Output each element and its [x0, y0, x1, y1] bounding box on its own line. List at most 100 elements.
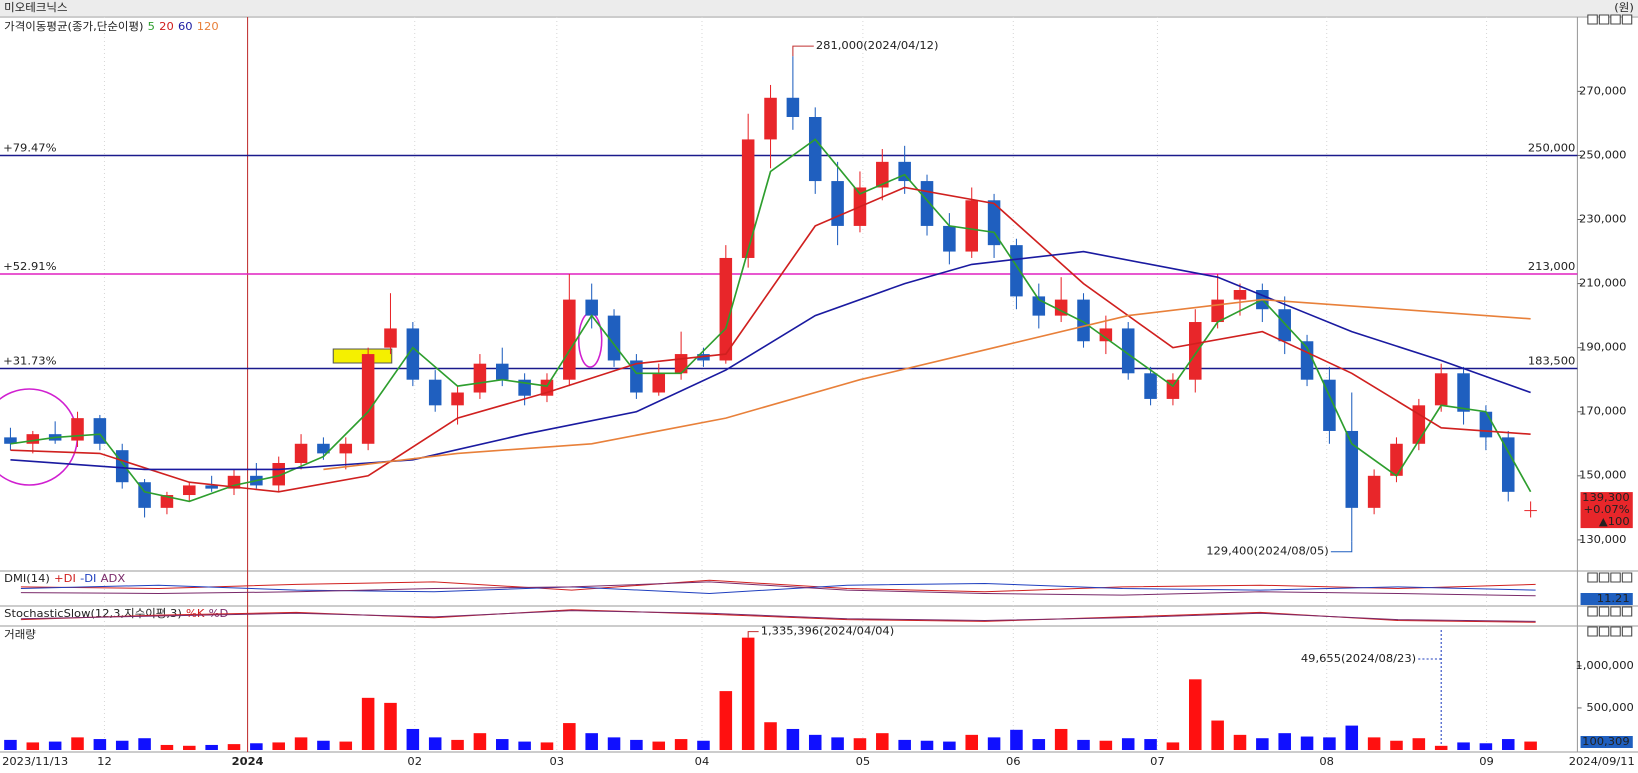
panel-icon[interactable] — [1610, 626, 1621, 637]
volume-bar — [1479, 743, 1493, 750]
moving-average — [10, 186, 1531, 493]
volume-bar — [93, 739, 107, 750]
volume-bar — [205, 744, 218, 750]
legend-entry: %K — [186, 607, 205, 620]
volume-bar — [4, 739, 17, 750]
candle-body — [674, 354, 688, 374]
candle-body — [473, 363, 487, 393]
candle-body — [451, 392, 464, 406]
last-value-box — [1580, 593, 1633, 605]
unit-label: (원) — [1614, 0, 1634, 14]
legend-entry: 5 — [148, 20, 155, 33]
volume-bar — [272, 742, 285, 750]
x-tick-label: 04 — [695, 755, 710, 768]
annotation-label: 281,000(2024/04/12) — [816, 39, 939, 52]
volume-bar — [1323, 737, 1336, 750]
y-tick-label: 1,000,000 — [1575, 659, 1633, 672]
volume-bar — [920, 740, 934, 750]
candle-body — [384, 328, 397, 348]
legend: 가격이동평균(종가,단순이평) 5 20 60 120 — [4, 19, 218, 33]
volume-bar — [1211, 720, 1224, 750]
candle-body — [876, 161, 889, 188]
candle-body — [585, 299, 598, 316]
volume-bar — [719, 691, 733, 750]
stock-name: 미오테크닉스 — [4, 1, 67, 14]
candle-body — [317, 443, 330, 454]
legend-title: DMI(14) — [4, 572, 50, 585]
volume-bar — [317, 740, 330, 750]
candle-body — [965, 200, 978, 252]
annotation-leader — [1330, 541, 1353, 553]
candle-body — [1367, 475, 1381, 508]
volume-bar — [227, 744, 241, 750]
volume-bar — [674, 739, 688, 750]
panel-icon[interactable] — [1598, 606, 1610, 617]
volume-bar — [1390, 740, 1403, 750]
legend-entry: 120 — [197, 20, 219, 33]
volume-bar — [115, 740, 129, 750]
candle-body — [205, 485, 218, 489]
candle-body — [1501, 437, 1515, 492]
volume-bar — [71, 737, 84, 750]
volume-bar — [1300, 736, 1314, 750]
candle-body — [183, 485, 196, 496]
legend: DMI(14) +DI -DI ADX — [4, 572, 125, 585]
volume-bar — [876, 733, 889, 750]
volume-bar — [518, 741, 531, 750]
panel-icon[interactable] — [1587, 572, 1598, 583]
reference-change-label: +31.73% — [3, 355, 57, 368]
x-tick-label: 09 — [1479, 755, 1494, 768]
panel-icon[interactable] — [1598, 572, 1610, 583]
legend-title: StochasticSlow(12,3,지수이평,3) — [4, 607, 182, 620]
panel-icon[interactable] — [1610, 14, 1621, 25]
y-tick-label: 170,000 — [1579, 405, 1626, 418]
panel-icon[interactable] — [1621, 626, 1633, 637]
volume-bar — [741, 637, 755, 750]
candle-body — [495, 363, 509, 380]
volume-bar — [1032, 739, 1046, 750]
panel-icon[interactable] — [1598, 626, 1610, 637]
panel-icon[interactable] — [1621, 572, 1633, 583]
panel-icon[interactable] — [1587, 14, 1598, 25]
volume-bar — [1010, 729, 1023, 750]
indicator-line — [20, 579, 1536, 593]
candle-body — [1233, 289, 1247, 300]
panel-icon[interactable] — [1587, 626, 1598, 637]
candle-body — [26, 434, 40, 444]
candle-body — [719, 257, 733, 361]
volume-bar — [428, 737, 442, 750]
last-change: +0.07% — [1584, 503, 1630, 516]
y-tick-label: 130,000 — [1579, 533, 1626, 546]
volume-bar — [630, 739, 643, 750]
volume-bar — [965, 734, 978, 750]
y-tick-label: 250,000 — [1579, 149, 1626, 162]
panel-controls[interactable] — [1587, 14, 1633, 637]
panel-icon[interactable] — [1621, 606, 1633, 617]
panel-icon[interactable] — [1598, 14, 1610, 25]
x-tick-label: 05 — [856, 755, 871, 768]
volume-bar — [831, 737, 844, 750]
panel-icon[interactable] — [1610, 606, 1621, 617]
volume-bar — [607, 737, 621, 750]
reference-value-label: 250,000 — [1528, 142, 1575, 155]
candle-body — [1211, 299, 1224, 323]
panel-icon[interactable] — [1610, 572, 1621, 583]
volume-bar — [406, 728, 420, 750]
volume-bar — [898, 739, 911, 750]
y-tick-label: 150,000 — [1579, 469, 1626, 482]
panel-icon[interactable] — [1621, 14, 1633, 25]
volume-bar — [1077, 739, 1090, 750]
legend-entry: +DI — [54, 572, 76, 585]
x-tick-label: 2024 — [232, 755, 264, 768]
volume-bar — [987, 737, 1001, 750]
x-tick-label: 03 — [549, 755, 564, 768]
volume-bar — [361, 697, 375, 750]
candle-body — [1099, 328, 1113, 342]
x-tick-label: 02 — [407, 755, 422, 768]
candle-body — [71, 418, 84, 441]
candle-body — [1010, 245, 1023, 297]
y-tick-label: 230,000 — [1579, 213, 1626, 226]
volume-bar — [451, 739, 464, 750]
panel-icon[interactable] — [1587, 606, 1598, 617]
annotation-leader — [747, 631, 759, 638]
